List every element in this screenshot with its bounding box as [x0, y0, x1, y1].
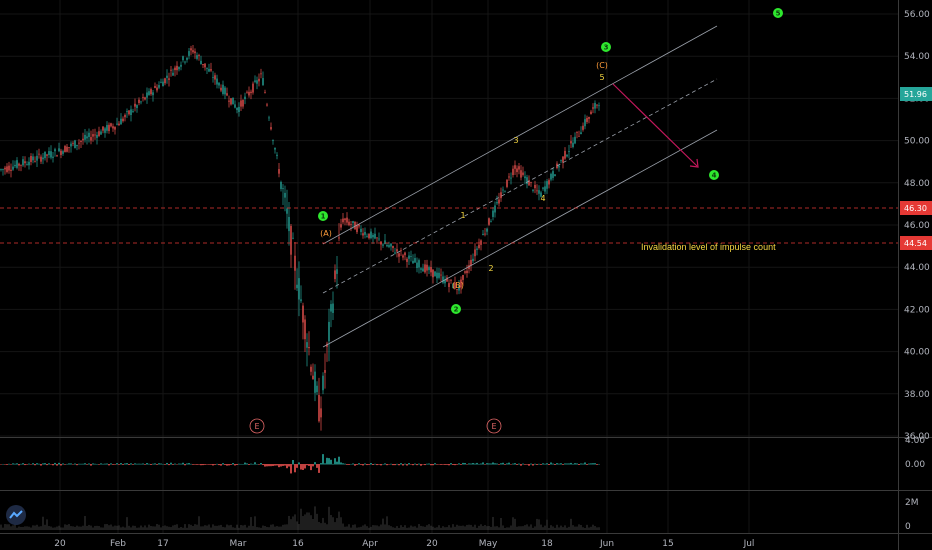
osc-axis-top: 4.00 [905, 436, 925, 446]
wave-labels: 1 2 3 4 5 1 2 3 4 5 (A) (B) (C) [318, 8, 783, 314]
time-axis[interactable]: 20 Feb 17 Mar 16 Apr 20 May 18 Jun 15 Jul [54, 539, 754, 549]
osc-axis-zero: 0.00 [905, 460, 925, 470]
corrective-wave-label: (A) [320, 229, 332, 238]
time-axis-label: 17 [157, 539, 168, 549]
impulse-wave-1-label: 1 [460, 211, 465, 220]
corrective-wave-label: (B) [452, 281, 464, 290]
price-axis-label: 56.00 [904, 10, 930, 20]
time-axis-label: Jun [599, 539, 614, 549]
svg-text:2: 2 [454, 306, 459, 314]
price-axis-label: 48.00 [904, 179, 930, 189]
time-axis-label: Apr [362, 539, 378, 549]
impulse-wave-3-label: 3 [513, 136, 518, 145]
svg-text:46.30: 46.30 [904, 204, 927, 213]
svg-text:3: 3 [604, 44, 609, 52]
price-axis-label: 36.00 [904, 432, 930, 442]
earnings-label: E [491, 422, 496, 431]
price-tag-level-high: 46.30 [900, 201, 932, 215]
primary-wave-4-marker: 4 [709, 170, 719, 180]
svg-text:51.96: 51.96 [904, 90, 927, 99]
svg-text:1: 1 [321, 213, 326, 221]
volume-pane [0, 506, 600, 530]
channel-lower [322, 129, 718, 348]
impulse-wave-2-label: 2 [488, 264, 493, 273]
primary-wave-3-marker: 3 [601, 42, 611, 52]
corrective-wave-label: (C) [596, 61, 608, 70]
primary-wave-5-marker: 5 [773, 8, 783, 18]
grid [0, 0, 898, 533]
primary-wave-2-marker: 2 [451, 304, 461, 314]
channel-middle [322, 78, 718, 294]
price-axis-label: 46.00 [904, 221, 930, 231]
price-axis-label: 44.00 [904, 263, 930, 273]
time-axis-label: 16 [292, 539, 304, 549]
vol-axis-top: 2M [905, 498, 919, 508]
vol-axis-zero: 0 [905, 522, 911, 532]
time-axis-label: Jul [743, 539, 755, 549]
price-axis-label: 40.00 [904, 348, 930, 358]
oscillator-pane [0, 454, 600, 474]
time-axis-label: 15 [662, 539, 673, 549]
tradingview-logo-icon[interactable] [6, 505, 26, 525]
price-axis-label: 54.00 [904, 52, 930, 62]
earnings-label: E [254, 422, 259, 431]
time-axis-label: Feb [110, 539, 126, 549]
time-axis-label: May [479, 539, 498, 549]
price-axis-label: 50.00 [904, 137, 930, 147]
candlestick-series [0, 45, 600, 431]
price-axis-label: 42.00 [904, 305, 930, 315]
earnings-marker[interactable]: E [486, 418, 502, 434]
time-axis-label: 18 [541, 539, 553, 549]
price-tag-current: 51.96 [900, 87, 932, 101]
impulse-wave-5-label: 5 [599, 73, 604, 82]
earnings-marker[interactable]: E [249, 418, 265, 434]
price-tag-level-low: 44.54 [900, 236, 932, 250]
primary-wave-1-marker: 1 [318, 211, 328, 221]
horizontal-levels [0, 207, 898, 244]
time-axis-label: 20 [54, 539, 66, 549]
price-axis-label: 38.00 [904, 390, 930, 400]
svg-text:4: 4 [712, 172, 717, 180]
impulse-wave-4-label: 4 [540, 194, 545, 203]
time-axis-label: Mar [230, 539, 247, 549]
time-axis-label: 20 [426, 539, 438, 549]
invalidation-note: Invalidation level of impulse count [641, 242, 776, 252]
projection-arrow [612, 83, 699, 168]
svg-text:44.54: 44.54 [904, 239, 927, 248]
svg-text:5: 5 [776, 10, 781, 18]
